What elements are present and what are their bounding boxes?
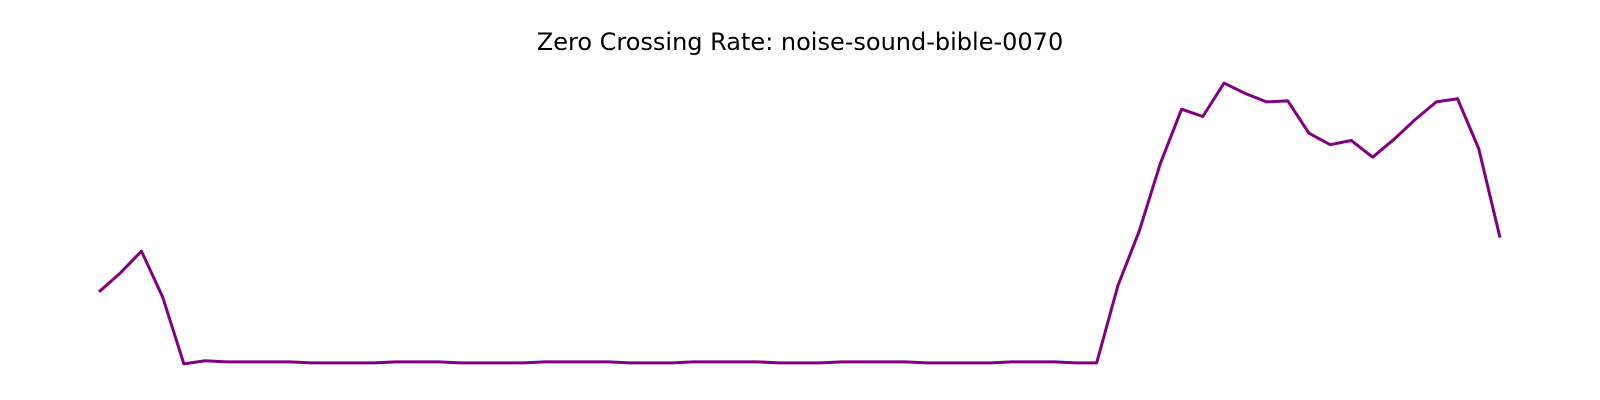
chart-title: Zero Crossing Rate: noise-sound-bible-00… — [537, 28, 1063, 56]
data-line — [98, 81, 1502, 366]
